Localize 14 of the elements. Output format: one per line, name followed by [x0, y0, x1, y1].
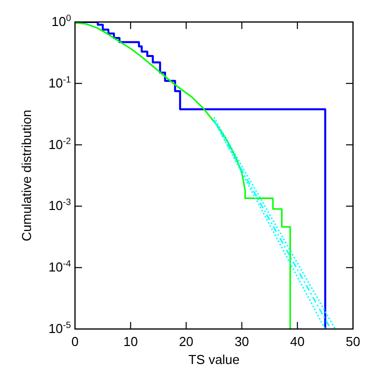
y-axis-title: Cumulative distribution	[19, 110, 34, 242]
x-tick-label: 0	[71, 334, 79, 349]
x-tick-label: 20	[178, 334, 194, 349]
y-tick-label: 10$^{-5}$	[48, 320, 71, 336]
y-tick-label: 10$^{-4}$	[48, 258, 71, 275]
y-tick-label: 10$^{-1}$	[48, 74, 71, 90]
x-tick-label: 30	[234, 334, 250, 349]
y-tick-label: 10$^{-3}$	[48, 197, 71, 214]
y-tick-label: 10$^{-2}$	[48, 136, 71, 152]
y-tick-label: 10$^{0}$	[51, 13, 71, 29]
x-tick-label: 40	[290, 334, 305, 349]
x-axis-title: TS value	[188, 352, 240, 367]
x-tick-label: 10	[123, 334, 138, 349]
x-tick-label: 50	[346, 334, 360, 349]
